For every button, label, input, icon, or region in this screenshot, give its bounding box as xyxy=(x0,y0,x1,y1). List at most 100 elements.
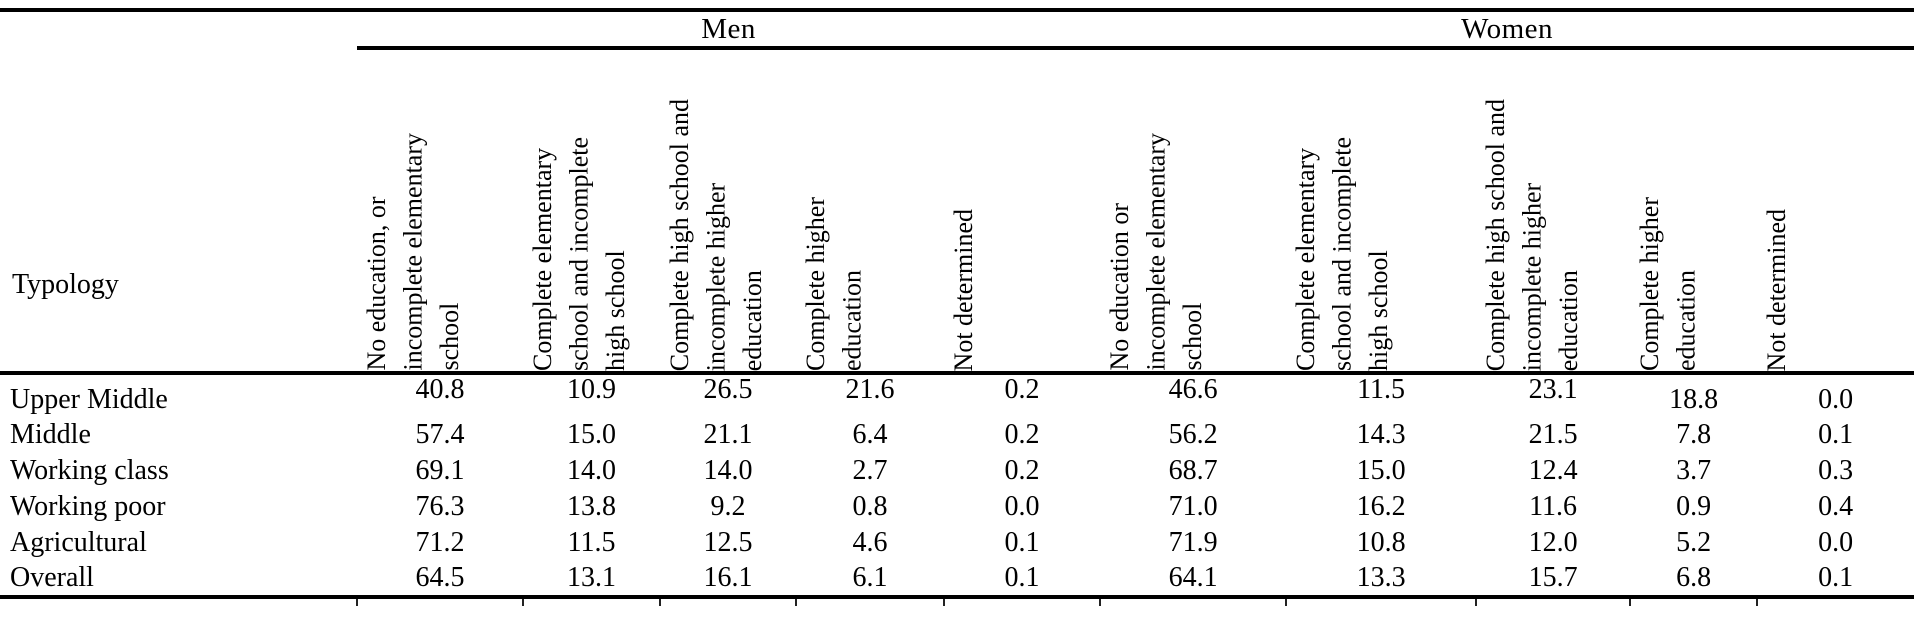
data-cell: 7.8 xyxy=(1676,419,1712,450)
data-cell: 76.3 xyxy=(415,491,465,522)
column-header-men-complete-higher: Complete higher education xyxy=(796,48,944,375)
data-cell: 71.9 xyxy=(1168,527,1218,558)
table-top-rule: Men Women Typology No education, or inco… xyxy=(0,8,1914,606)
column-header-label: Not determined xyxy=(1762,208,1792,371)
data-cell: 0.9 xyxy=(1676,491,1712,522)
table-row-overall: Overall 64.5 13.1 16.1 6.1 0.1 64.1 13.3… xyxy=(0,561,1914,599)
data-cell: 11.5 xyxy=(1357,374,1406,405)
column-header-women-no-education: No education or incomplete elementary sc… xyxy=(1100,48,1287,375)
column-header-label: No education, or incomplete elementary s… xyxy=(362,133,464,371)
row-label: Working class xyxy=(10,455,169,486)
data-cell: 56.2 xyxy=(1168,419,1218,450)
data-cell: 4.6 xyxy=(852,527,888,558)
group-header-spacer xyxy=(0,12,357,48)
column-header-row: Typology No education, or incomplete ele… xyxy=(0,48,1914,375)
table-row-working-class: Working class 69.1 14.0 14.0 2.7 0.2 68.… xyxy=(0,453,1914,489)
column-boundary-tick xyxy=(795,597,944,606)
column-header-men-complete-elementary: Complete elementary school and incomplet… xyxy=(523,48,660,375)
data-cell: 14.0 xyxy=(567,455,616,486)
column-boundary-tick xyxy=(1099,597,1287,606)
group-header-row: Men Women xyxy=(0,12,1914,50)
data-cell: 15.0 xyxy=(1356,455,1406,486)
column-header-men-not-determined: Not determined xyxy=(944,48,1101,375)
data-cell: 68.7 xyxy=(1168,455,1218,486)
data-cell: 57.4 xyxy=(415,419,465,450)
data-cell: 6.4 xyxy=(852,419,888,450)
typology-header: Typology xyxy=(0,48,357,375)
data-cell: 0.2 xyxy=(1004,419,1040,450)
column-header-men-no-education: No education, or incomplete elementary s… xyxy=(357,48,523,375)
table-row-working-poor: Working poor 76.3 13.8 9.2 0.8 0.0 71.0 … xyxy=(0,489,1914,525)
table-row-upper-middle: Upper Middle 40.8 10.9 26.5 21.6 0.2 46.… xyxy=(0,373,1914,417)
column-boundary-tick xyxy=(1285,597,1477,606)
data-cell: 0.0 xyxy=(1818,384,1854,415)
data-cell: 0.8 xyxy=(852,491,888,522)
data-cell: 11.6 xyxy=(1529,491,1578,522)
data-cell: 0.0 xyxy=(1004,491,1040,522)
row-label: Upper Middle xyxy=(10,384,168,415)
column-header-label: Complete elementary school and incomplet… xyxy=(1291,137,1393,371)
data-cell: 14.0 xyxy=(703,455,753,486)
data-cell: 64.1 xyxy=(1100,561,1287,599)
data-cell: 13.8 xyxy=(567,491,616,522)
column-header-men-complete-high-school: Complete high school and incomplete high… xyxy=(660,48,796,375)
data-cell: 6.1 xyxy=(796,561,944,599)
row-label: Agricultural xyxy=(10,527,147,558)
row-label: Overall xyxy=(0,561,357,599)
data-cell: 11.5 xyxy=(567,527,616,558)
data-cell: 0.0 xyxy=(1818,527,1854,558)
data-cell: 12.5 xyxy=(703,527,753,558)
column-boundary-tick xyxy=(1756,597,1914,606)
column-header-label: Complete higher education xyxy=(801,196,867,371)
data-cell: 6.8 xyxy=(1630,561,1758,599)
column-boundary-tick xyxy=(1629,597,1758,606)
data-cell: 0.3 xyxy=(1818,455,1854,486)
data-cell: 0.1 xyxy=(1004,527,1040,558)
data-cell: 23.1 xyxy=(1528,374,1578,405)
data-cell: 64.5 xyxy=(357,561,523,599)
data-cell: 0.2 xyxy=(1004,455,1040,486)
data-cell: 10.9 xyxy=(567,374,616,405)
row-label: Middle xyxy=(10,419,91,450)
column-boundary-tick xyxy=(356,597,523,606)
tick-spacer xyxy=(0,597,357,606)
data-cell: 15.7 xyxy=(1476,561,1631,599)
data-cell: 10.8 xyxy=(1356,527,1406,558)
data-cell: 21.6 xyxy=(845,374,895,405)
data-cell: 26.5 xyxy=(703,374,753,405)
data-cell: 16.2 xyxy=(1356,491,1406,522)
column-boundary-tick xyxy=(522,597,660,606)
data-cell: 21.1 xyxy=(703,419,753,450)
bottom-tick-row xyxy=(0,597,1914,606)
group-header-women: Women xyxy=(1100,12,1914,50)
data-cell: 9.2 xyxy=(710,491,746,522)
data-cell: 3.7 xyxy=(1676,455,1712,486)
column-header-women-complete-elementary: Complete elementary school and incomplet… xyxy=(1286,48,1477,375)
data-cell: 0.4 xyxy=(1818,491,1854,522)
row-label: Working poor xyxy=(10,491,166,522)
data-cell: 71.2 xyxy=(415,527,465,558)
column-header-label: Not determined xyxy=(949,208,978,371)
data-cell: 12.0 xyxy=(1528,527,1578,558)
data-cell: 0.1 xyxy=(944,561,1101,599)
column-header-women-complete-high-school: Complete high school and incomplete high… xyxy=(1476,48,1631,375)
group-header-men: Men xyxy=(357,12,1101,50)
data-cell: 16.1 xyxy=(660,561,796,599)
column-header-label: Complete high school and incomplete high… xyxy=(665,98,767,371)
data-cell: 46.6 xyxy=(1168,374,1218,405)
column-boundary-tick xyxy=(659,597,796,606)
data-cell: 5.2 xyxy=(1676,527,1712,558)
column-boundary-tick xyxy=(1475,597,1631,606)
table-row-agricultural: Agricultural 71.2 11.5 12.5 4.6 0.1 71.9… xyxy=(0,525,1914,561)
data-cell: 18.8 xyxy=(1669,384,1719,415)
column-header-women-not-determined: Not determined xyxy=(1757,48,1914,375)
column-header-label: Complete elementary school and incomplet… xyxy=(528,137,630,371)
column-header-label: Complete high school and incomplete high… xyxy=(1481,98,1583,371)
data-cell: 0.2 xyxy=(1004,374,1040,405)
data-cell: 12.4 xyxy=(1528,455,1578,486)
column-header-women-complete-higher: Complete higher education xyxy=(1630,48,1758,375)
data-cell: 21.5 xyxy=(1528,419,1578,450)
data-cell: 71.0 xyxy=(1168,491,1218,522)
data-cell: 13.3 xyxy=(1286,561,1477,599)
